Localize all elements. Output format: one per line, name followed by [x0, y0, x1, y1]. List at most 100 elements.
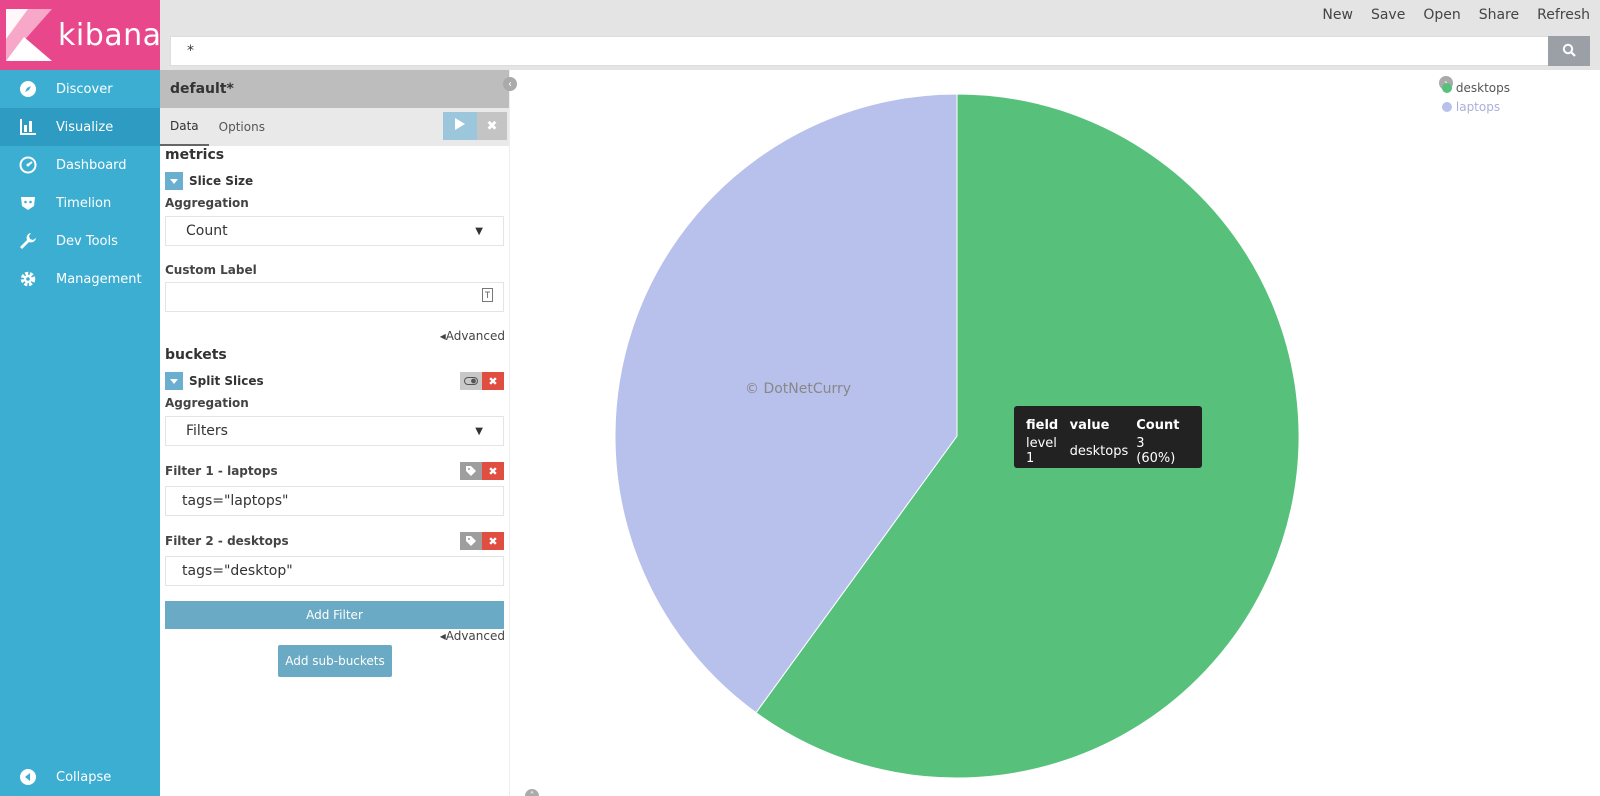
editor-panel: default* Data Options ✖ metrics Slice Si…: [160, 70, 510, 796]
tag-icon[interactable]: [460, 532, 482, 550]
pie-slice-laptops[interactable]: [614, 93, 958, 714]
collapse-button[interactable]: Collapse: [0, 758, 160, 796]
advanced-label: Advanced: [445, 329, 505, 343]
timelion-icon: [0, 194, 56, 212]
open-button[interactable]: Open: [1423, 7, 1461, 23]
advanced-label: Advanced: [445, 629, 505, 643]
nav-timelion[interactable]: Timelion: [0, 184, 160, 222]
tab-data[interactable]: Data: [160, 108, 209, 146]
agg-name: Slice Size: [189, 174, 254, 188]
sidebar: kibana Discover Visualize Dashboard Time…: [0, 0, 162, 796]
filter-1-controls: ✖: [460, 462, 504, 480]
buckets-advanced-link[interactable]: ◂Advanced: [439, 629, 505, 643]
spy-toggle-button[interactable]: ˄: [525, 789, 539, 796]
gear-icon: [0, 270, 56, 288]
caret-down-icon[interactable]: [165, 172, 183, 190]
bar-chart-icon: [0, 118, 56, 136]
nav-label: Dashboard: [56, 157, 127, 173]
filter-2-input[interactable]: tags="desktop": [165, 556, 504, 586]
chevron-left-icon: [0, 768, 56, 786]
compass-icon: [0, 80, 56, 98]
nav-visualize[interactable]: Visualize: [0, 108, 160, 146]
apply-button[interactable]: [443, 112, 477, 140]
dashboard-icon: [0, 156, 56, 174]
kibana-wordmark: kibana: [58, 17, 162, 53]
split-slices-controls: ✖: [460, 372, 504, 390]
metrics-aggregation-select[interactable]: Count ▼: [165, 216, 504, 246]
collapse-label: Collapse: [56, 769, 112, 785]
visualization-area: ‹ ˄ › desktops laptops © DotNetCurry fie…: [503, 70, 1600, 796]
nav-management[interactable]: Management: [0, 260, 160, 298]
nav-label: Management: [56, 271, 142, 287]
slice-size-agg[interactable]: Slice Size: [165, 172, 253, 190]
kibana-logo-icon: [6, 9, 52, 61]
filter-1-input[interactable]: tags="laptops": [165, 486, 504, 516]
search-button[interactable]: [1548, 36, 1590, 66]
nav-label: Dev Tools: [56, 233, 118, 249]
top-menu: New Save Open Share Refresh: [1322, 7, 1590, 23]
nav-dev-tools[interactable]: Dev Tools: [0, 222, 160, 260]
document-icon: [482, 288, 493, 306]
remove-filter-2-button[interactable]: ✖: [482, 532, 504, 550]
tooltip-header: field: [1026, 417, 1059, 433]
refresh-button[interactable]: Refresh: [1537, 7, 1590, 23]
tooltip-cell: 3 (60%): [1136, 436, 1176, 466]
filter-2-controls: ✖: [460, 532, 504, 550]
chart-tooltip: field value Count level 1 desktops 3 (60…: [1014, 406, 1202, 468]
metrics-heading: metrics: [165, 147, 225, 163]
remove-filter-1-button[interactable]: ✖: [482, 462, 504, 480]
dropdown-arrow-icon: ▼: [475, 225, 483, 237]
editor-tabs: Data Options ✖: [160, 108, 509, 146]
custom-label-input[interactable]: [165, 282, 504, 312]
aggregation-label: Aggregation: [165, 396, 249, 410]
chevron-left-icon: ‹: [508, 78, 512, 90]
agg-name: Split Slices: [189, 374, 264, 388]
tag-icon[interactable]: [460, 462, 482, 480]
visualization-title: default*: [160, 70, 509, 108]
aggregation-label: Aggregation: [165, 196, 249, 210]
new-button[interactable]: New: [1322, 7, 1353, 23]
add-sub-buckets-button[interactable]: Add sub-buckets: [278, 645, 392, 677]
caret-down-icon[interactable]: [165, 372, 183, 390]
dropdown-arrow-icon: ▼: [475, 425, 483, 437]
save-button[interactable]: Save: [1370, 7, 1406, 23]
add-filter-button[interactable]: Add Filter: [165, 601, 504, 629]
filter-2-label: Filter 2 - desktops: [165, 534, 289, 548]
legend: desktops laptops: [1441, 78, 1510, 116]
legend-label: laptops: [1455, 99, 1501, 114]
top-bar: New Save Open Share Refresh: [160, 0, 1600, 70]
legend-item-desktops[interactable]: desktops: [1441, 78, 1510, 97]
tooltip-cell: level 1: [1026, 436, 1057, 466]
buckets-aggregation-select[interactable]: Filters ▼: [165, 416, 504, 446]
search-bar: [170, 36, 1590, 66]
remove-agg-button[interactable]: ✖: [482, 372, 504, 390]
legend-dot: [1441, 82, 1452, 93]
tooltip-header: value: [1069, 417, 1110, 433]
toggle-icon[interactable]: [460, 372, 482, 390]
select-value: Count: [186, 223, 228, 239]
tab-options[interactable]: Options: [218, 120, 265, 134]
filter-1-label: Filter 1 - laptops: [165, 464, 278, 478]
tooltip-header: Count: [1136, 417, 1180, 433]
tooltip-cell: desktops: [1069, 443, 1129, 459]
nav-dashboard[interactable]: Dashboard: [0, 146, 160, 184]
nav-label: Timelion: [56, 195, 112, 211]
collapse-editor-button[interactable]: ‹: [503, 77, 517, 91]
discard-button[interactable]: ✖: [477, 112, 507, 140]
wrench-icon: [0, 232, 56, 250]
kibana-logo[interactable]: kibana: [0, 0, 162, 70]
select-value: Filters: [186, 423, 228, 439]
watermark: © DotNetCurry: [745, 381, 852, 397]
nav-label: Discover: [56, 81, 113, 97]
custom-label-label: Custom Label: [165, 263, 257, 277]
metrics-advanced-link[interactable]: ◂Advanced: [439, 329, 505, 343]
legend-dot: [1441, 101, 1452, 112]
nav-discover[interactable]: Discover: [0, 70, 160, 108]
search-input[interactable]: [170, 36, 1548, 66]
legend-item-laptops[interactable]: laptops: [1441, 97, 1510, 116]
play-icon: [455, 118, 465, 134]
search-icon: [1562, 43, 1576, 60]
split-slices-agg[interactable]: Split Slices: [165, 372, 264, 390]
buckets-heading: buckets: [165, 347, 227, 363]
share-button[interactable]: Share: [1478, 7, 1520, 23]
